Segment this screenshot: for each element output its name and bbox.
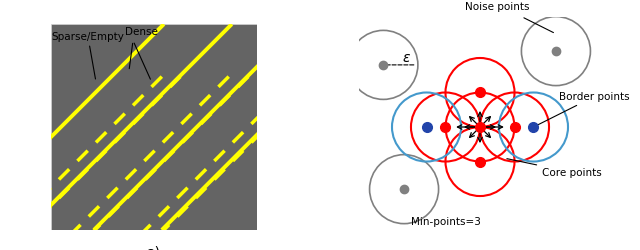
- Text: a): a): [147, 244, 161, 250]
- Text: Core points: Core points: [507, 159, 602, 178]
- Text: Border points: Border points: [536, 92, 630, 126]
- Text: Noise points: Noise points: [465, 2, 529, 12]
- FancyBboxPatch shape: [51, 25, 257, 230]
- Text: Sparse/Empty: Sparse/Empty: [51, 32, 124, 80]
- Text: Dense: Dense: [125, 27, 157, 37]
- Text: Min-points=3: Min-points=3: [410, 216, 481, 226]
- Text: ε: ε: [403, 50, 410, 64]
